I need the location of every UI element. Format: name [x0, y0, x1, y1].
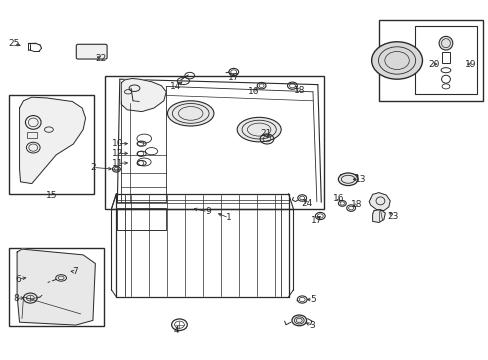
Polygon shape	[20, 97, 85, 184]
Circle shape	[371, 42, 422, 79]
Polygon shape	[372, 210, 385, 222]
Text: 17: 17	[310, 216, 322, 225]
Text: 18: 18	[350, 200, 362, 209]
Text: 2: 2	[90, 163, 96, 172]
Ellipse shape	[438, 36, 452, 50]
Ellipse shape	[338, 173, 357, 186]
Text: 8: 8	[13, 294, 19, 302]
Polygon shape	[121, 78, 166, 112]
Text: 4: 4	[173, 326, 179, 335]
Bar	[378, 20, 482, 101]
Bar	[9, 95, 94, 194]
Text: 3: 3	[308, 321, 314, 330]
Polygon shape	[17, 249, 95, 325]
Text: 16: 16	[332, 194, 344, 203]
Text: 17: 17	[227, 73, 239, 82]
Text: 5: 5	[309, 295, 315, 304]
Bar	[9, 248, 104, 326]
Text: 7: 7	[72, 267, 78, 276]
Ellipse shape	[167, 101, 214, 126]
Text: 1: 1	[225, 213, 231, 222]
Text: 14: 14	[170, 82, 182, 91]
Polygon shape	[368, 193, 389, 211]
Bar	[27, 132, 37, 138]
Ellipse shape	[291, 315, 306, 326]
Text: 25: 25	[8, 39, 20, 48]
Ellipse shape	[237, 117, 281, 142]
Bar	[105, 76, 324, 209]
FancyBboxPatch shape	[76, 44, 107, 59]
Text: 11: 11	[111, 159, 123, 168]
Text: 12: 12	[111, 149, 123, 158]
Text: 10: 10	[111, 139, 123, 148]
Text: 15: 15	[45, 191, 57, 199]
Bar	[117, 208, 166, 230]
Text: 18: 18	[293, 86, 305, 95]
Text: 22: 22	[95, 54, 107, 63]
Text: 16: 16	[247, 87, 259, 96]
Text: 6: 6	[16, 274, 21, 284]
Bar	[441, 52, 449, 63]
Text: 13: 13	[354, 175, 366, 184]
Bar	[414, 26, 476, 94]
Text: 20: 20	[427, 60, 439, 69]
Text: 19: 19	[464, 60, 476, 69]
Text: 9: 9	[204, 207, 210, 216]
Text: 21: 21	[260, 129, 272, 138]
Text: 24: 24	[301, 199, 312, 208]
Text: 23: 23	[386, 212, 398, 221]
